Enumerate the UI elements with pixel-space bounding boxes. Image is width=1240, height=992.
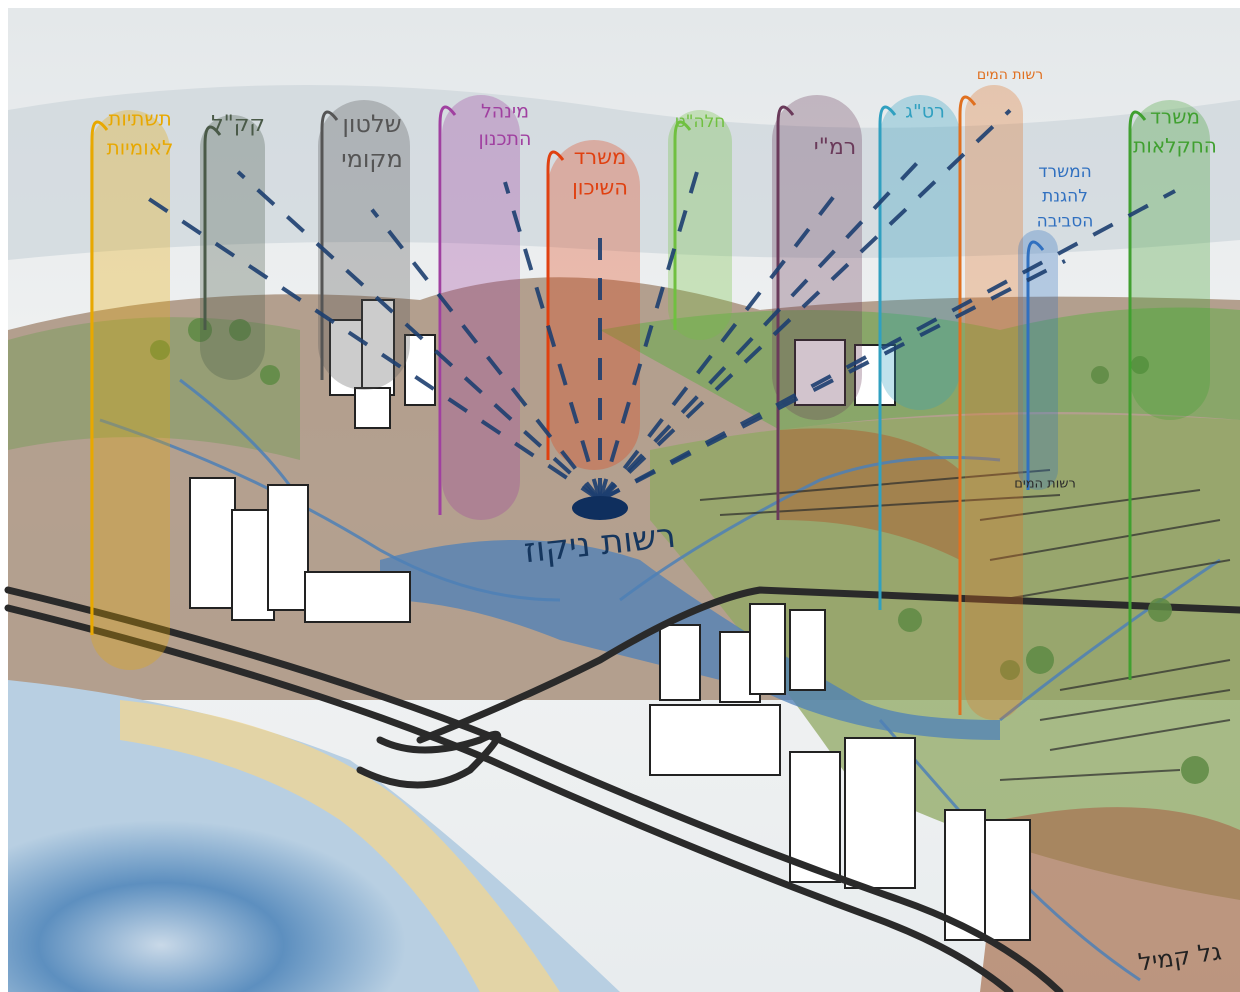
agency-line xyxy=(203,125,222,330)
agency-band xyxy=(442,95,520,520)
agency-line xyxy=(546,150,565,460)
agency-line xyxy=(673,120,692,330)
ray xyxy=(598,161,702,501)
agency-label: המשרד xyxy=(1038,162,1092,182)
agency-bands xyxy=(90,85,1210,720)
agency-band xyxy=(668,110,732,340)
ray xyxy=(138,191,602,502)
agency-label: מקומי xyxy=(341,145,403,173)
center-hub xyxy=(572,496,628,520)
background xyxy=(4,8,1240,992)
agency-label: רט"ג xyxy=(905,101,945,123)
agency-line xyxy=(438,105,457,515)
agency-label: הסביבה xyxy=(1037,211,1094,231)
ray xyxy=(503,181,602,501)
ray xyxy=(598,108,1012,502)
small-label: רשות המים xyxy=(1014,477,1076,492)
ray xyxy=(236,170,602,502)
agency-line xyxy=(90,120,109,635)
agency-line xyxy=(878,105,897,610)
agency-band xyxy=(200,115,265,380)
ray xyxy=(370,208,602,502)
agency-line xyxy=(320,110,339,380)
agency-line xyxy=(1128,110,1147,680)
rays xyxy=(138,108,1176,502)
agency-label: רשות המים xyxy=(977,67,1043,83)
agency-band xyxy=(1018,230,1058,490)
agency-label: השיכון xyxy=(572,175,628,199)
agency-band xyxy=(318,100,410,390)
agency-label: משרד xyxy=(1150,105,1200,129)
agency-label: להגנת xyxy=(1042,187,1088,207)
agency-band xyxy=(965,85,1023,720)
agency-line xyxy=(776,105,795,520)
ray xyxy=(598,193,837,502)
ray xyxy=(599,189,1176,502)
agency-line xyxy=(958,95,977,715)
agency-label: לאומיות xyxy=(107,136,174,160)
agency-label: שלטון xyxy=(342,110,401,138)
agency-label: מינהל xyxy=(481,101,529,123)
agency-band xyxy=(90,110,170,670)
agency-band xyxy=(548,140,640,470)
agency-band xyxy=(1130,100,1210,420)
roads xyxy=(4,586,1240,992)
buildings xyxy=(189,299,1031,941)
agency-label: תשתיות xyxy=(108,107,172,131)
agency-band xyxy=(880,95,960,410)
agency-label: החקלאות xyxy=(1133,134,1217,158)
trees xyxy=(150,318,1209,784)
agency-line xyxy=(1026,240,1045,490)
agency-label: קק"ל xyxy=(211,112,265,137)
agency-band xyxy=(772,95,862,420)
agency-label: חלה"ט xyxy=(675,112,726,132)
agency-label: רמ"י xyxy=(814,135,856,160)
agency-label: התכנון xyxy=(479,128,532,150)
agency-label: משרד xyxy=(574,145,626,169)
